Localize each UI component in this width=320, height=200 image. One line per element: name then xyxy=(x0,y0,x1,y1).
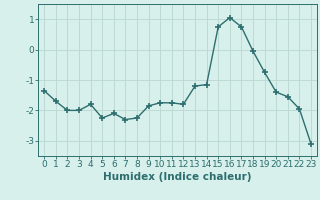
X-axis label: Humidex (Indice chaleur): Humidex (Indice chaleur) xyxy=(103,172,252,182)
